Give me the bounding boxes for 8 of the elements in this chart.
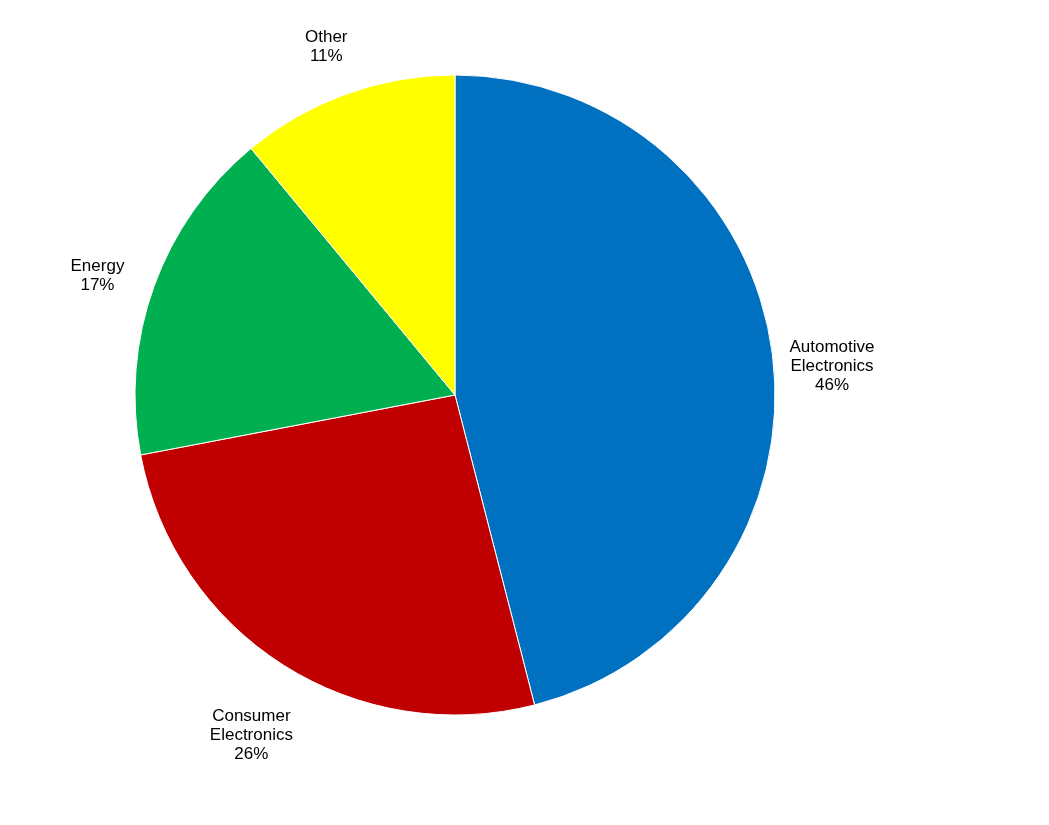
data-label: 46% — [814, 375, 850, 395]
slice-label: Energy — [70, 256, 125, 276]
slice-label: Consumer Electronics — [209, 705, 293, 744]
data-label: 17% — [80, 275, 115, 295]
data-label: 26% — [234, 743, 269, 763]
slice-label: Other — [305, 27, 348, 47]
slice-label: Automotive Electronics — [789, 337, 875, 376]
data-label: 11% — [309, 46, 343, 66]
